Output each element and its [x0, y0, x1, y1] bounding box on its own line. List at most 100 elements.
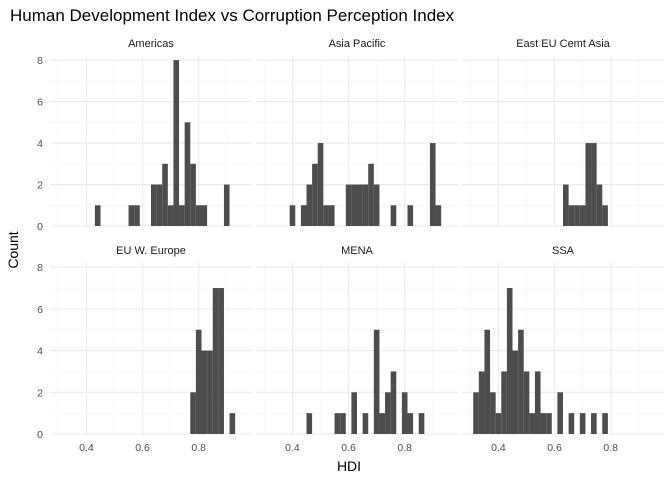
histogram-bar [179, 205, 185, 226]
histogram-bar [340, 413, 346, 434]
histogram-bar [373, 329, 380, 434]
histogram-bar [585, 143, 592, 226]
histogram-bar [385, 392, 391, 434]
histogram-bar [490, 392, 496, 434]
histogram-bar [473, 392, 479, 434]
histogram-bar [407, 205, 414, 226]
histogram-bar [362, 184, 369, 226]
histogram-bar [563, 184, 569, 226]
histogram-bar [323, 205, 329, 226]
histogram-bar [518, 329, 524, 434]
histogram-bar [128, 205, 135, 226]
histogram-bar [546, 413, 552, 434]
histogram-bar [390, 371, 397, 434]
histogram-bar [207, 350, 213, 434]
y-tick-label: 8 [37, 55, 43, 67]
histogram-bar [151, 184, 157, 226]
panel-mena: MENA 0.4 0.6 0.8 [256, 245, 458, 454]
histogram-bar [429, 143, 436, 226]
histogram-bar [212, 288, 219, 434]
y-tick-label: 4 [37, 138, 43, 150]
histogram-bar [334, 413, 341, 434]
histogram-bar [190, 163, 196, 226]
histogram-bar [306, 184, 313, 226]
histogram-bar [495, 413, 502, 434]
histogram-bar [223, 184, 230, 226]
histogram-bar [501, 371, 507, 434]
histogram-bar [484, 329, 491, 434]
histogram-bar [134, 205, 140, 226]
histogram-bar [317, 143, 324, 226]
x-tick-label: 0.4 [285, 442, 300, 454]
histogram-bar [579, 413, 586, 434]
panel-ssa: SSA 0.4 0.6 0.8 [462, 245, 664, 454]
histogram-bar [351, 392, 357, 434]
y-tick-label: 4 [37, 346, 43, 358]
x-tick-label: 0.8 [397, 442, 412, 454]
histogram-bar [579, 205, 586, 226]
histogram-bar [591, 413, 597, 434]
histogram-bar [435, 205, 442, 226]
histogram-bar [568, 205, 575, 226]
x-tick-label: 0.6 [547, 442, 562, 454]
x-tick-label: 0.6 [135, 442, 150, 454]
facet-strip-label: Americas [128, 38, 174, 50]
histogram-bar [328, 205, 335, 226]
histogram-bar [574, 205, 580, 226]
y-tick-label: 2 [37, 180, 43, 192]
facet-panels: Americas 0 2 4 6 8 Asia Pacific East EU Cemt As… [37, 38, 664, 454]
histogram-bar [201, 205, 208, 226]
histogram-bar [195, 205, 202, 226]
y-tick-label: 0 [37, 429, 43, 441]
x-tick-label: 0.6 [341, 442, 356, 454]
x-axis-title: HDI [337, 458, 361, 474]
y-tick-label: 0 [37, 221, 43, 233]
histogram-bar [167, 205, 174, 226]
histogram-bar [300, 205, 307, 226]
chart-title: Human Development Index vs Corruption Pe… [10, 6, 455, 25]
y-tick-label: 6 [37, 97, 43, 109]
histogram-bar [540, 413, 547, 434]
histogram-bar [418, 413, 425, 434]
histogram-bar [312, 163, 318, 226]
y-tick-label: 6 [37, 304, 43, 316]
y-axis-title: Count [5, 231, 21, 268]
histogram-bar [568, 413, 575, 434]
facet-strip-label: East EU Cemt Asia [516, 38, 610, 50]
histogram-bar [596, 184, 603, 226]
histogram-bar [602, 413, 608, 434]
y-tick-label: 2 [37, 387, 43, 399]
x-tick-label: 0.8 [603, 442, 618, 454]
histogram-bar [401, 392, 408, 434]
y-tick-label: 8 [37, 262, 43, 274]
histogram-bar [201, 350, 208, 434]
histogram-bar [379, 413, 386, 434]
histogram-bar [184, 122, 191, 226]
panel-asia-pacific: Asia Pacific [256, 38, 458, 227]
facet-strip-label: MENA [341, 245, 373, 257]
histogram-bar [529, 413, 535, 434]
facet-strip-label: EU W. Europe [116, 245, 186, 257]
histogram-bar [345, 184, 352, 226]
histogram-bar [602, 205, 608, 226]
histogram-bar [407, 413, 414, 434]
histogram-bar [173, 60, 180, 226]
facet-strip-label: Asia Pacific [329, 38, 386, 50]
histogram-bar [218, 288, 224, 434]
histogram-bar [362, 413, 369, 434]
histogram-bar [373, 184, 380, 226]
histogram-bar [512, 350, 519, 434]
gridlines [256, 263, 458, 435]
histogram-bar [195, 329, 202, 434]
x-tick-label: 0.8 [191, 442, 206, 454]
histogram-bar [523, 371, 530, 434]
histogram-bar [229, 413, 236, 434]
histogram-bar [156, 184, 163, 226]
panel-east-eu-cemt-asia: East EU Cemt Asia [462, 38, 664, 227]
histogram-bar [557, 392, 563, 434]
histogram-bar [506, 288, 513, 434]
histogram-bar [591, 143, 597, 226]
facet-strip-label: SSA [552, 245, 575, 257]
panel-eu-w-europe: EU W. Europe 0 2 4 6 8 0.4 0.6 0.8 [37, 245, 252, 454]
